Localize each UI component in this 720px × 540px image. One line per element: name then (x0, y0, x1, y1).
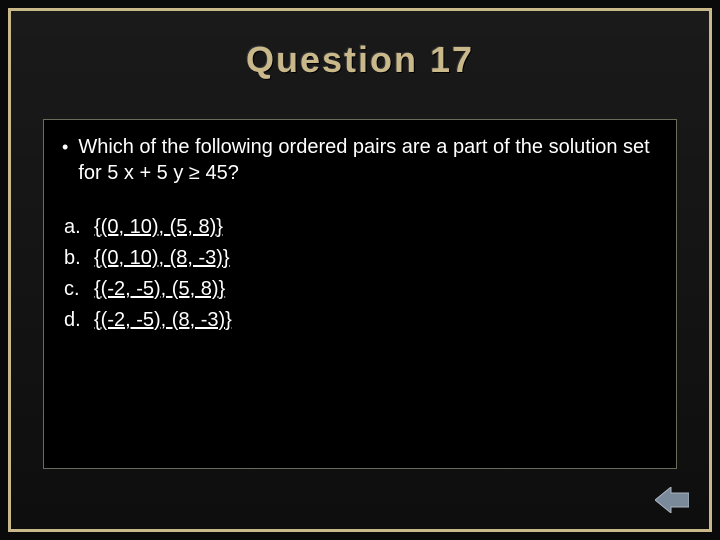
options-list: a. {(0, 10), (5, 8)} b. {(0, 10), (8, -3… (64, 212, 658, 336)
option-c[interactable]: c. {(-2, -5), (5, 8)} (64, 274, 658, 305)
option-b[interactable]: b. {(0, 10), (8, -3)} (64, 243, 658, 274)
question-title: Question 17 (11, 39, 709, 81)
slide-frame: Question 17 • Which of the following ord… (8, 8, 712, 532)
option-text: {(0, 10), (8, -3)} (94, 243, 230, 274)
previous-arrow-button[interactable] (655, 487, 689, 513)
option-letter: b. (64, 243, 94, 274)
option-text: {(-2, -5), (5, 8)} (94, 274, 225, 305)
option-letter: c. (64, 274, 94, 305)
content-box: • Which of the following ordered pairs a… (43, 119, 677, 469)
question-line: • Which of the following ordered pairs a… (62, 134, 658, 186)
option-letter: a. (64, 212, 94, 243)
arrow-left-icon (655, 487, 689, 513)
question-text: Which of the following ordered pairs are… (78, 134, 658, 186)
option-d[interactable]: d. {(-2, -5), (8, -3)} (64, 305, 658, 336)
option-text: {(-2, -5), (8, -3)} (94, 305, 232, 336)
option-a[interactable]: a. {(0, 10), (5, 8)} (64, 212, 658, 243)
bullet-icon: • (62, 136, 68, 159)
option-letter: d. (64, 305, 94, 336)
option-text: {(0, 10), (5, 8)} (94, 212, 223, 243)
